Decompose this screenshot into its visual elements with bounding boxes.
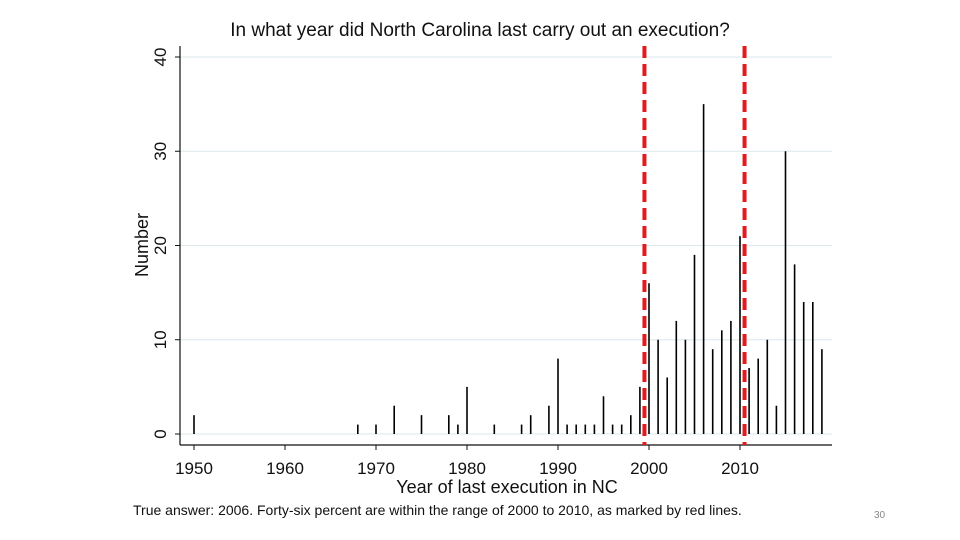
y-tick-label: 0 (151, 429, 170, 438)
x-tick-label: 2000 (630, 459, 668, 478)
page-number: 30 (874, 510, 886, 521)
x-tick-label: 1960 (266, 459, 304, 478)
x-axis-title: Year of last execution in NC (396, 477, 617, 497)
y-tick-label: 40 (151, 48, 170, 67)
y-tick-label: 20 (151, 236, 170, 255)
x-tick-label: 1950 (175, 459, 213, 478)
y-tick-label: 10 (151, 330, 170, 349)
answer-caption: True answer: 2006. Forty-six percent are… (133, 502, 742, 518)
y-tick-label: 30 (151, 142, 170, 161)
chart-title: In what year did North Carolina last car… (230, 20, 730, 41)
x-tick-label: 1980 (448, 459, 486, 478)
x-tick-label: 1990 (539, 459, 577, 478)
x-tick-label: 1970 (357, 459, 395, 478)
y-axis-title: Number (132, 213, 152, 277)
x-tick-label: 2010 (721, 459, 759, 478)
